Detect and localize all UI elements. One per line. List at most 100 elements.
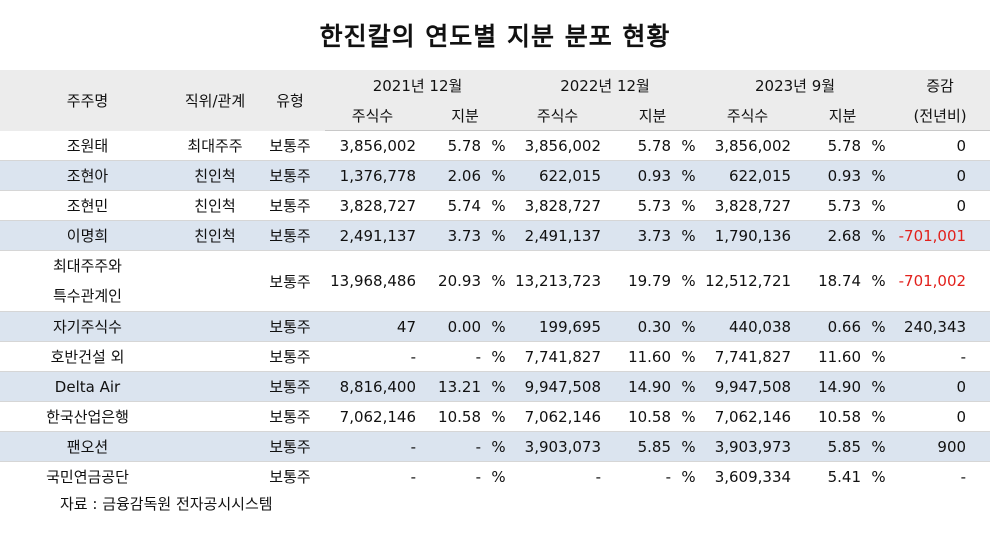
share-type: 보통주 <box>255 401 325 432</box>
stake-value: 5.74 <box>420 190 485 221</box>
header-period-2023: 2023년 9월 <box>700 70 891 100</box>
table-row: 최대주주와 특수관계인 보통주 13,968,486 20.93% 13,213,723 1… <box>0 250 990 312</box>
shares-count: 3,903,973 <box>700 431 796 462</box>
shares-count: 9,947,508 <box>700 371 796 402</box>
change-value: - <box>890 341 990 372</box>
shares-count: 7,741,827 <box>700 341 796 372</box>
percent-unit: % <box>485 130 511 161</box>
percent-unit: % <box>675 220 701 251</box>
shares-count: - <box>325 431 420 462</box>
percent-unit: % <box>675 431 701 462</box>
percent-unit: % <box>681 467 696 486</box>
percent-unit: % <box>485 220 511 251</box>
shares-count: 7,062,146 <box>325 401 420 432</box>
stake-value: 10.58 <box>605 401 676 432</box>
stake-value: 10.58 <box>795 401 866 432</box>
share-type: 보통주 <box>255 371 325 402</box>
shares-count: 2,491,137 <box>325 220 420 251</box>
stake-value: - <box>420 431 485 462</box>
change-value: - <box>960 467 967 486</box>
change-value: 0 <box>890 371 990 402</box>
share-type: 보통주 <box>255 130 325 161</box>
stake-value: 0.66 <box>795 311 866 342</box>
share-type: 보통주 <box>269 468 311 487</box>
shareholder-name: 조원태 <box>0 130 175 161</box>
percent-unit: % <box>675 371 701 402</box>
shareholder-name: 조현아 <box>0 160 175 191</box>
shareholder-name: 팬오션 <box>0 431 175 462</box>
change-value: 0 <box>890 401 990 432</box>
shareholder-relation <box>175 371 255 402</box>
share-type: 보통주 <box>255 250 325 312</box>
header-shares: 주식수 <box>510 100 606 131</box>
stake-value: 0.93 <box>605 160 676 191</box>
stake-value: 11.60 <box>605 341 676 372</box>
shares-count: 199,695 <box>510 311 606 342</box>
table-row: 한국산업은행 보통주 7,062,146 10.58% 7,062,146 10.58% 7… <box>0 401 990 432</box>
stake-value: 5.73 <box>605 190 676 221</box>
percent-unit: % <box>675 130 701 161</box>
change-value: -701,001 <box>890 220 990 251</box>
percent-unit: % <box>865 220 891 251</box>
stake-value: 5.73 <box>795 190 866 221</box>
stake-value: 19.79 <box>605 250 676 312</box>
table-row: Delta Air 보통주 8,816,400 13.21% 9,947,508 14.9… <box>0 371 990 402</box>
header-shareholder: 주주명 <box>0 70 175 131</box>
stake-value: 14.90 <box>605 371 676 402</box>
shareholder-relation: 친인척 <box>175 190 255 221</box>
share-type: 보통주 <box>255 341 325 372</box>
table-row: 이명희 친인척 보통주 2,491,137 3.73% 2,491,137 3.73% 1,7… <box>0 220 990 251</box>
shareholder-name-line1: 최대주주와 <box>52 257 122 275</box>
stake-value: 14.90 <box>795 371 866 402</box>
stake-value: 5.78 <box>420 130 485 161</box>
shares-count: 1,790,136 <box>700 220 796 251</box>
stake-value: 0.30 <box>605 311 676 342</box>
percent-unit: % <box>485 160 511 191</box>
shares-count: 440,038 <box>700 311 796 342</box>
stake-value: 5.78 <box>795 130 866 161</box>
shares-count: 7,741,827 <box>510 341 606 372</box>
shares-count: 7,062,146 <box>510 401 606 432</box>
percent-unit: % <box>865 311 891 342</box>
change-value: 0 <box>890 160 990 191</box>
stake-value: - <box>475 467 481 486</box>
percent-unit: % <box>485 401 511 432</box>
shares-count: 13,213,723 <box>510 250 606 312</box>
shareholder-name-line2: 특수관계인 <box>52 287 122 305</box>
shares-count: - <box>595 467 602 486</box>
percent-unit: % <box>865 160 891 191</box>
percent-unit: % <box>865 130 891 161</box>
percent-unit: % <box>865 431 891 462</box>
shares-count: 3,828,727 <box>510 190 606 221</box>
share-type: 보통주 <box>255 160 325 191</box>
shareholder-name: 호반건설 외 <box>0 341 175 372</box>
percent-unit: % <box>675 190 701 221</box>
stake-value: 3.73 <box>605 220 676 251</box>
stake-value: - <box>420 341 485 372</box>
percent-unit: % <box>865 401 891 432</box>
percent-unit: % <box>865 190 891 221</box>
header-stake: 지분 <box>605 100 701 131</box>
shareholder-name: 한국산업은행 <box>0 401 175 432</box>
stake-value: 2.06 <box>420 160 485 191</box>
header-stake: 지분 <box>795 100 891 131</box>
shares-count: 3,609,334 <box>714 467 792 486</box>
percent-unit: % <box>485 341 511 372</box>
shares-count: 12,512,721 <box>700 250 796 312</box>
change-value: 900 <box>890 431 990 462</box>
header-period-2021: 2021년 12월 <box>325 70 511 100</box>
shareholder-relation: 친인척 <box>175 220 255 251</box>
shares-count: 7,062,146 <box>700 401 796 432</box>
stake-value: 5.85 <box>795 431 866 462</box>
header-period-2022: 2022년 12월 <box>510 70 701 100</box>
share-type: 보통주 <box>255 190 325 221</box>
percent-unit: % <box>485 311 511 342</box>
header-type: 유형 <box>255 70 325 131</box>
shares-count: - <box>325 341 420 372</box>
shareholder-name: 이명희 <box>0 220 175 251</box>
percent-unit: % <box>675 160 701 191</box>
shareholder-relation <box>175 250 255 312</box>
header-position: 직위/관계 <box>175 70 255 131</box>
share-type: 보통주 <box>255 311 325 342</box>
percent-unit: % <box>871 467 886 486</box>
